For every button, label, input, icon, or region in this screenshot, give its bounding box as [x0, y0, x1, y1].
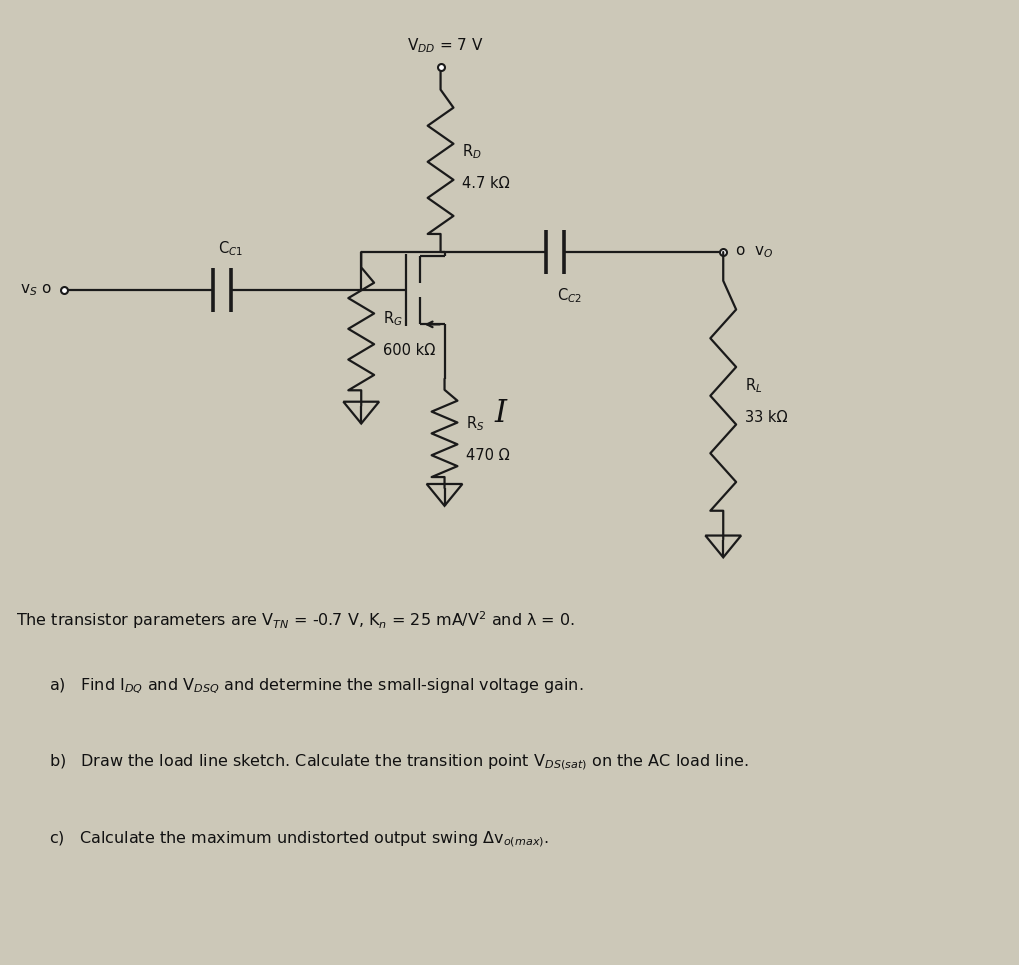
Text: V$_{DD}$ = 7 V: V$_{DD}$ = 7 V	[408, 36, 484, 55]
Text: v$_S$ o: v$_S$ o	[20, 283, 52, 298]
Text: b)   Draw the load line sketch. Calculate the transition point V$_{DS(sat)}$ on : b) Draw the load line sketch. Calculate …	[49, 753, 748, 772]
Text: 33 kΩ: 33 kΩ	[745, 410, 788, 425]
Text: C$_{C1}$: C$_{C1}$	[218, 239, 243, 259]
Text: 600 kΩ: 600 kΩ	[383, 344, 435, 358]
Text: 4.7 kΩ: 4.7 kΩ	[463, 176, 511, 191]
Text: The transistor parameters are V$_{TN}$ = -0.7 V, K$_n$ = 25 mA/V$^2$ and λ = 0.: The transistor parameters are V$_{TN}$ =…	[16, 609, 575, 630]
Text: R$_L$: R$_L$	[745, 376, 762, 396]
Text: c)   Calculate the maximum undistorted output swing Δv$_{o(max)}$.: c) Calculate the maximum undistorted out…	[49, 829, 548, 848]
Text: a)   Find I$_{DQ}$ and V$_{DSQ}$ and determine the small-signal voltage gain.: a) Find I$_{DQ}$ and V$_{DSQ}$ and deter…	[49, 676, 583, 696]
Text: 470 Ω: 470 Ω	[467, 448, 510, 463]
Text: o  v$_O$: o v$_O$	[735, 244, 773, 260]
Text: C$_{C2}$: C$_{C2}$	[557, 287, 582, 305]
Text: I: I	[494, 399, 506, 429]
Text: R$_G$: R$_G$	[383, 310, 403, 328]
Text: R$_S$: R$_S$	[467, 414, 485, 433]
Text: R$_D$: R$_D$	[463, 143, 482, 161]
